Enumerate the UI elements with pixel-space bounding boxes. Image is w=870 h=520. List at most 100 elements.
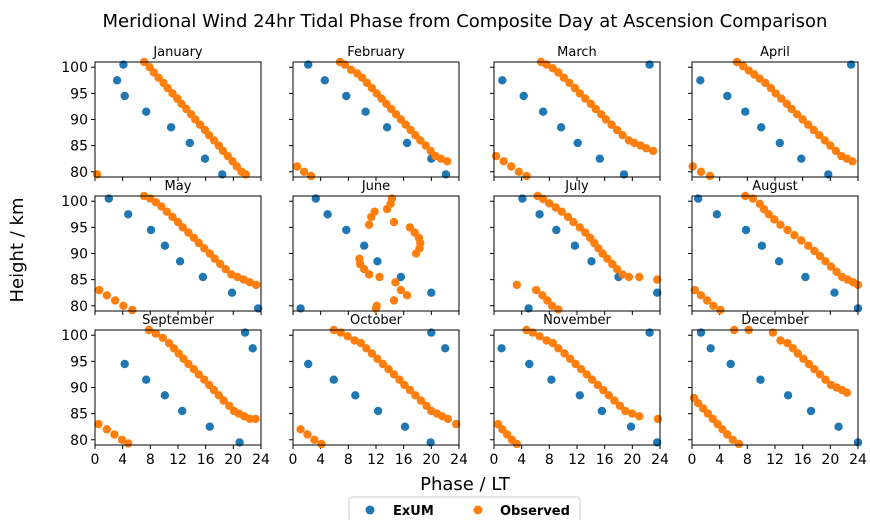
y-tick-label: 95 — [70, 354, 88, 370]
series-exum — [104, 194, 263, 313]
series-exum — [498, 60, 654, 179]
legend-marker-exum — [365, 505, 375, 515]
point-observed — [582, 370, 591, 379]
x-tick-label: 0 — [688, 452, 697, 468]
point-observed — [545, 199, 554, 208]
point-exum — [519, 91, 528, 101]
point-observed — [405, 385, 415, 395]
point-observed — [551, 203, 560, 212]
point-observed — [612, 265, 622, 274]
point-observed — [535, 332, 544, 341]
point-observed — [194, 238, 203, 248]
y-tick-label: 90 — [70, 113, 88, 129]
point-exum — [124, 210, 133, 219]
series-observed — [688, 57, 857, 181]
panel-january: January 80 85 90 95 100 — [61, 45, 262, 181]
point-observed — [362, 344, 371, 353]
point-observed — [705, 171, 715, 181]
panel-title: November — [543, 313, 611, 328]
point-observed — [382, 204, 392, 214]
point-exum — [329, 375, 338, 384]
x-tick-label: 4 — [316, 452, 325, 468]
point-observed — [809, 125, 818, 135]
point-observed — [411, 249, 421, 258]
x-tick-label: 20 — [422, 452, 440, 468]
point-observed — [569, 217, 578, 227]
point-observed — [810, 365, 819, 374]
point-exum — [726, 359, 735, 369]
point-observed — [593, 380, 602, 390]
point-observed — [514, 167, 524, 176]
point-observed — [128, 305, 137, 315]
point-observed — [548, 338, 557, 348]
point-exum — [556, 123, 566, 132]
x-tick-label: 24 — [651, 452, 669, 468]
axes-frame — [94, 61, 262, 178]
point-exum — [373, 257, 382, 266]
point-observed — [826, 262, 836, 271]
panel-title: September — [142, 313, 215, 328]
axes-frame — [691, 195, 859, 312]
point-exum — [227, 288, 237, 297]
point-exum — [696, 76, 705, 85]
point-observed — [648, 146, 658, 156]
x-tick-label: 20 — [623, 452, 641, 468]
point-exum — [185, 138, 194, 148]
point-exum — [741, 225, 751, 235]
x-tick-label: 8 — [743, 452, 752, 468]
y-tick-label: 80 — [70, 165, 88, 181]
axes-frame — [292, 329, 460, 446]
point-observed — [635, 272, 644, 282]
point-observed — [703, 409, 713, 418]
point-observed — [642, 144, 651, 153]
point-exum — [783, 391, 793, 400]
point-observed — [102, 425, 112, 434]
point-exum — [538, 107, 548, 116]
point-observed — [831, 146, 841, 156]
y-tick-label: 85 — [70, 273, 88, 289]
series-observed — [292, 57, 452, 181]
point-observed — [615, 401, 625, 410]
point-exum — [235, 438, 244, 447]
point-observed — [783, 338, 792, 348]
point-exum — [342, 225, 351, 235]
x-tick-label: 4 — [715, 452, 724, 468]
point-observed — [771, 89, 780, 98]
point-observed — [310, 435, 319, 444]
y-tick-label: 100 — [61, 194, 88, 210]
point-observed — [117, 435, 127, 444]
point-exum — [254, 304, 263, 313]
panel-title: April — [760, 45, 790, 60]
series-exum — [304, 60, 451, 179]
x-tick-label: 12 — [367, 452, 385, 468]
point-observed — [821, 375, 830, 384]
point-observed — [168, 212, 177, 222]
point-exum — [142, 375, 151, 384]
point-exum — [653, 438, 662, 447]
axes-frame — [691, 329, 859, 446]
point-observed — [124, 439, 133, 448]
point-observed — [799, 354, 808, 363]
y-tick-label: 80 — [70, 433, 88, 449]
point-observed — [601, 115, 611, 124]
point-observed — [554, 344, 563, 353]
legend-label-exum: ExUM — [393, 504, 434, 519]
point-observed — [793, 349, 802, 358]
panel-title: May — [165, 179, 192, 194]
point-exum — [587, 257, 596, 266]
series-observed — [355, 194, 425, 313]
point-exum — [120, 359, 129, 369]
point-observed — [787, 104, 796, 114]
x-tick-label: 8 — [344, 452, 353, 468]
point-observed — [610, 396, 619, 405]
y-tick-label: 95 — [70, 86, 88, 102]
point-observed — [364, 220, 374, 229]
point-observed — [761, 78, 770, 88]
point-observed — [512, 439, 521, 449]
point-observed — [221, 265, 230, 274]
point-observed — [690, 285, 699, 295]
legend-label-observed: Observed — [500, 504, 570, 519]
point-observed — [734, 439, 744, 449]
point-observed — [688, 162, 697, 171]
legend-frame — [348, 496, 581, 520]
